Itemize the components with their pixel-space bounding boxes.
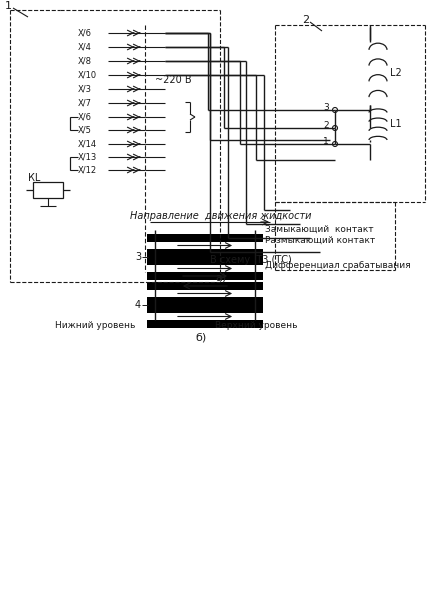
Text: Направление  движения жидкости: Направление движения жидкости <box>130 211 311 221</box>
Text: 2: 2 <box>322 121 328 130</box>
Bar <box>147 320 262 328</box>
Bar <box>147 282 262 290</box>
Text: X/7: X/7 <box>78 98 92 107</box>
Text: X/5: X/5 <box>78 125 92 134</box>
Bar <box>147 257 262 265</box>
Text: 4: 4 <box>135 300 141 310</box>
Bar <box>147 249 262 257</box>
Text: 2: 2 <box>301 15 308 25</box>
Text: 1: 1 <box>322 136 328 145</box>
Text: 1: 1 <box>5 1 12 11</box>
Text: Верхний уровень: Верхний уровень <box>215 322 297 331</box>
Text: б): б) <box>194 332 206 342</box>
Text: 3: 3 <box>135 252 141 262</box>
Bar <box>147 305 262 313</box>
Text: X/14: X/14 <box>78 139 97 148</box>
Bar <box>33 182 63 198</box>
Bar <box>147 272 262 280</box>
Text: X/12: X/12 <box>78 166 97 175</box>
Text: L2: L2 <box>389 68 401 79</box>
Text: ~220 В: ~220 В <box>155 75 191 85</box>
Bar <box>147 234 262 242</box>
Text: L1: L1 <box>389 119 401 129</box>
Text: Замыкающий  контакт: Замыкающий контакт <box>264 224 373 233</box>
Text: Дифференциал срабатывания: Дифференциал срабатывания <box>264 260 410 269</box>
Text: а): а) <box>215 272 226 282</box>
Text: 3: 3 <box>322 103 328 112</box>
Text: В схему  Т3 (ТС): В схему Т3 (ТС) <box>209 255 291 265</box>
Bar <box>147 297 262 305</box>
Text: X/8: X/8 <box>78 56 92 65</box>
Text: Нижний уровень: Нижний уровень <box>55 322 135 331</box>
Text: X/4: X/4 <box>78 43 92 52</box>
Text: КL: КL <box>28 173 40 183</box>
Text: X/3: X/3 <box>78 85 92 94</box>
Text: X/6: X/6 <box>78 28 92 37</box>
Text: X/10: X/10 <box>78 70 97 79</box>
Text: X/6: X/6 <box>78 113 92 121</box>
Text: Размыкающий контакт: Размыкающий контакт <box>264 235 375 245</box>
Text: X/13: X/13 <box>78 152 97 161</box>
